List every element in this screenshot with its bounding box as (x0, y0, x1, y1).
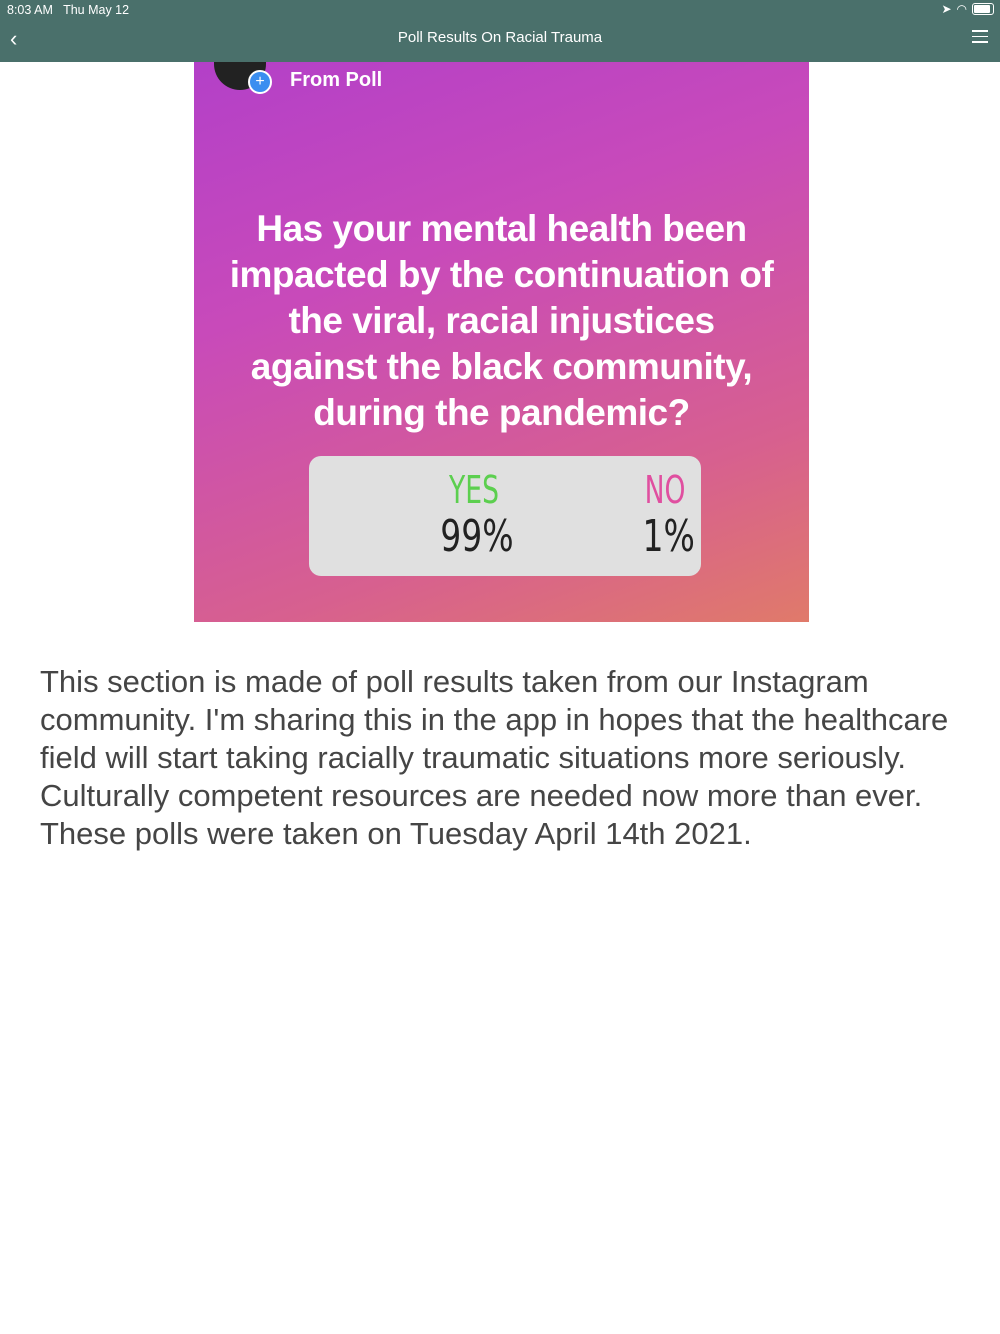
wifi-icon: ◠ (956, 2, 967, 16)
poll-option-yes: YES 99% (429, 468, 519, 562)
poll-option-no: NO 1% (635, 468, 695, 562)
poll-question: Has your mental health been impacted by … (229, 208, 774, 433)
from-label: From Poll (290, 69, 383, 91)
date: Thu May 12 (63, 3, 130, 17)
option-label: NO (644, 468, 686, 512)
option-percent: 99% (440, 511, 514, 562)
description-text: This section is made of poll results tak… (40, 664, 949, 851)
poll-story-image: + From Poll Has your mental health been … (194, 62, 809, 622)
battery-icon (972, 3, 994, 15)
menu-button[interactable] (972, 30, 988, 47)
chevron-left-icon: ‹ (10, 26, 18, 51)
status-time: 8:03 AM Thu May 12 (7, 3, 129, 17)
option-percent: 1% (642, 511, 695, 562)
status-icons: ➤ ◠ (941, 2, 994, 16)
poll-results: YES 99% NO 1% (309, 456, 701, 576)
back-button[interactable]: ‹ (10, 26, 17, 52)
location-icon: ➤ (941, 2, 952, 16)
page-title: Poll Results On Racial Trauma (397, 29, 603, 46)
hamburger-icon (972, 30, 988, 32)
plus-icon: + (248, 70, 272, 94)
time: 8:03 AM (7, 3, 53, 17)
navigation-bar: 8:03 AM Thu May 12 ➤ ◠ ‹ Poll Results On… (0, 0, 1000, 62)
option-label: YES (449, 468, 499, 512)
